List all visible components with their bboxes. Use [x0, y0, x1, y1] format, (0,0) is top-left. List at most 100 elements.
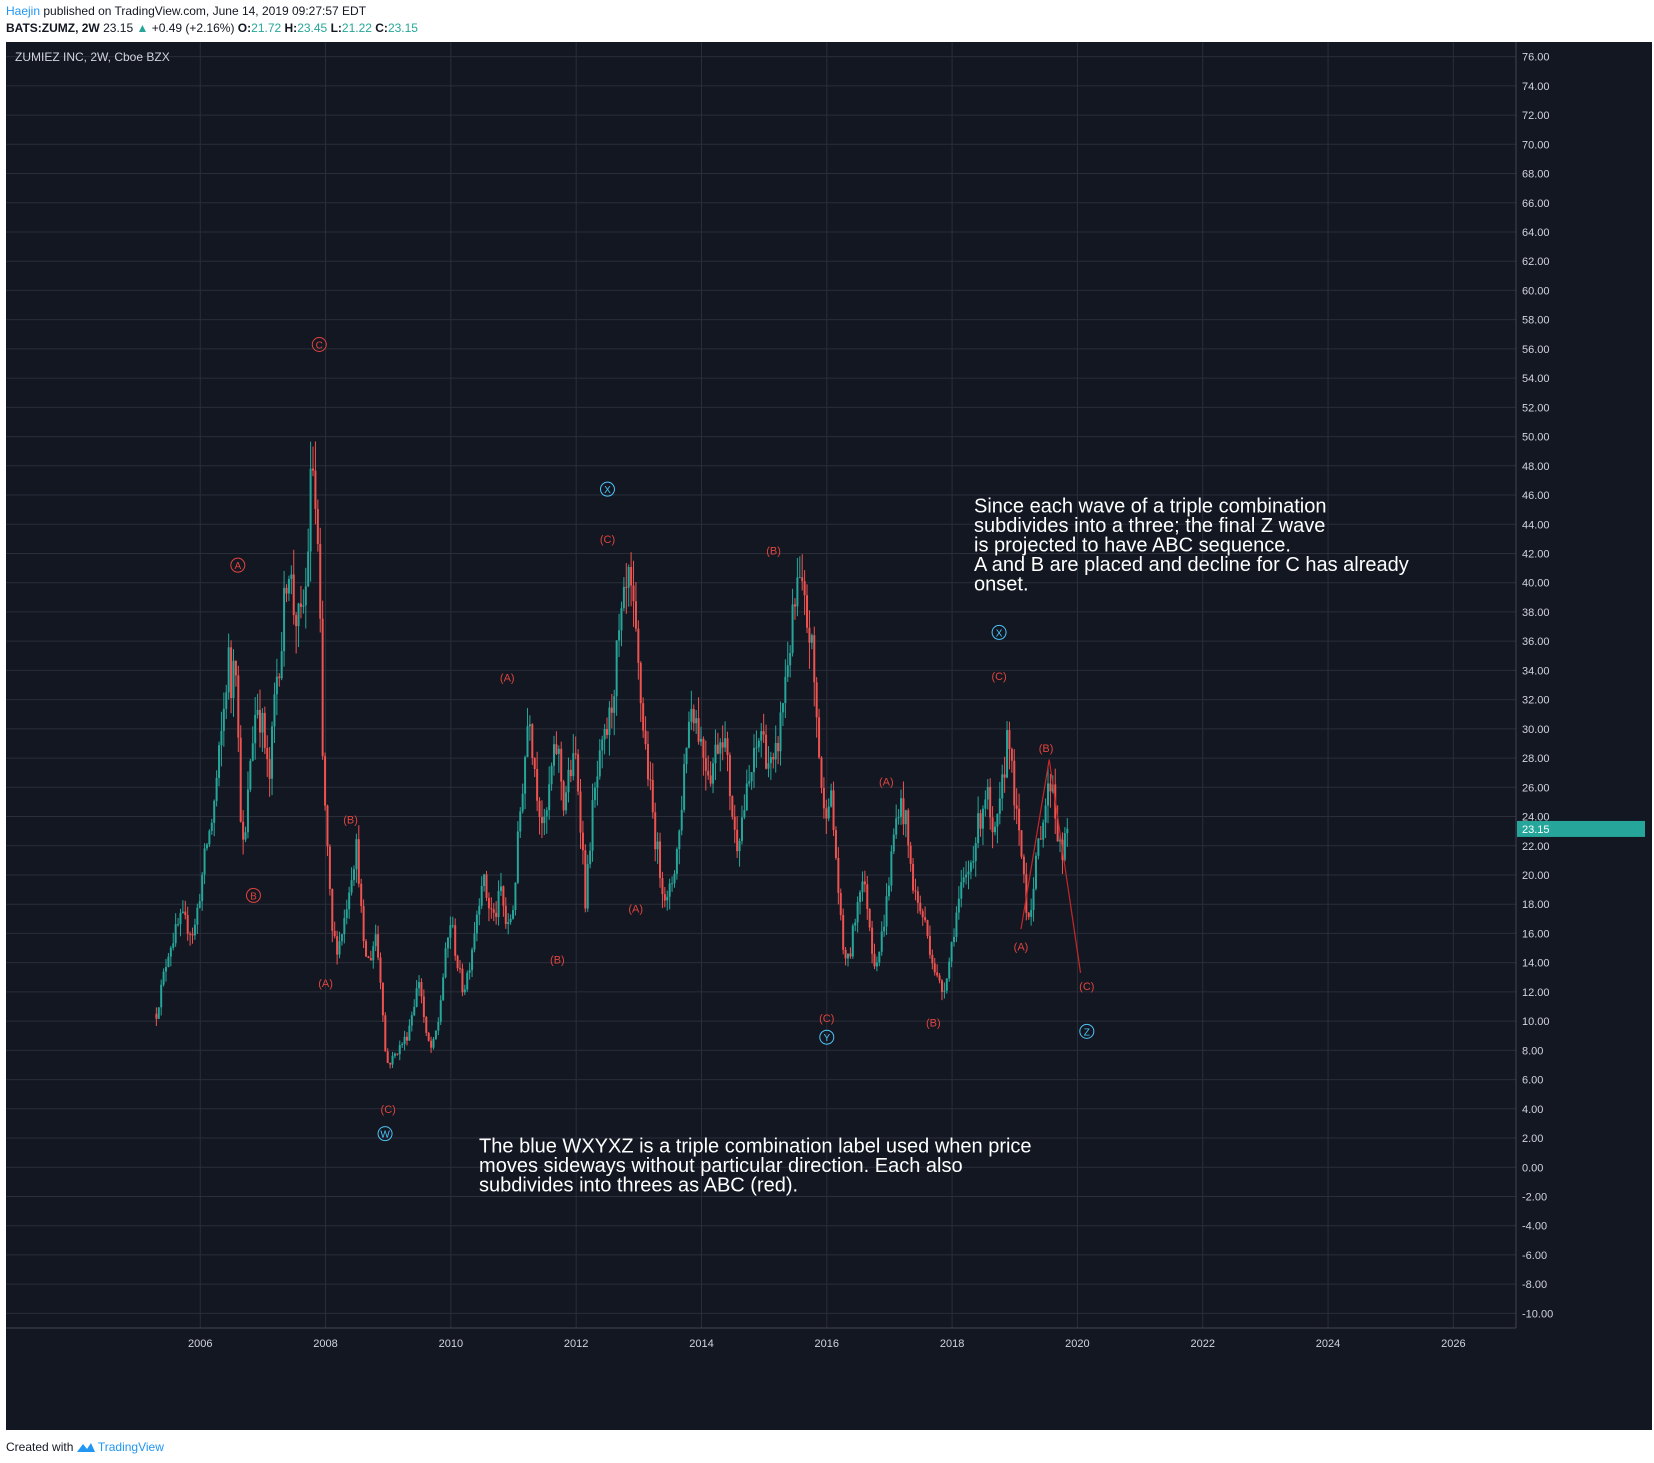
candle-body [266, 747, 269, 760]
candle-body [642, 703, 645, 731]
created-with-text: Created with [6, 1440, 74, 1454]
candle-body [550, 765, 553, 785]
y-tick-label: 74.00 [1522, 81, 1550, 93]
candle-body [704, 757, 707, 771]
candle-body [820, 757, 823, 788]
candle-body [709, 775, 712, 784]
y-tick-label: 42.00 [1522, 548, 1550, 560]
y-tick-label: 14.00 [1522, 958, 1550, 970]
candle-body [907, 810, 910, 846]
candle-body [345, 909, 348, 919]
candle-body [637, 628, 640, 663]
candle-body [434, 1030, 437, 1039]
chart-title: ZUMIEZ INC, 2W, Cboe BZX [15, 50, 170, 64]
wave-label: (A) [879, 776, 894, 788]
candlestick-chart[interactable]: C A B (B) (A) (C) W (A) (B) X (C) (A) (B) (C) Y (A) (B) X… [6, 42, 1652, 1430]
candle-body [772, 756, 775, 760]
candle-body [1006, 730, 1009, 778]
candle-body [372, 946, 375, 961]
candle-body [307, 551, 310, 587]
candle-body [189, 933, 192, 935]
candle-body [596, 776, 599, 788]
y-tick-label: 44.00 [1522, 519, 1550, 531]
annotation-line: subdivides into a three; the final Z wav… [974, 515, 1325, 537]
candle-body [603, 729, 606, 740]
y-tick-label: -8.00 [1522, 1279, 1547, 1291]
candle-body [333, 930, 336, 937]
candle-body [461, 968, 464, 993]
chart-container[interactable]: C A B (B) (A) (C) W (A) (B) X (C) (A) (B) (C) Y (A) (B) X… [6, 42, 1652, 1430]
candle-body [902, 798, 905, 825]
candle-body [193, 924, 196, 936]
x-tick-label: 2024 [1316, 1338, 1340, 1350]
candle-body [422, 996, 425, 1018]
candle-body [830, 790, 833, 807]
candle-body [1066, 828, 1069, 834]
candle-body [234, 660, 237, 676]
candle-body [779, 712, 782, 752]
candle-body [459, 968, 462, 970]
candle-body [690, 708, 693, 722]
candle-body [420, 982, 423, 997]
candle-body [613, 696, 616, 713]
x-tick-label: 2006 [188, 1338, 212, 1350]
candle-body [967, 871, 970, 875]
y-tick-label: 38.00 [1522, 607, 1550, 619]
candle-body [900, 798, 903, 818]
candle-body [413, 1006, 416, 1016]
candle-body [736, 829, 739, 852]
candle-body [909, 845, 912, 864]
candle-body [355, 839, 358, 870]
y-tick-label: 30.00 [1522, 724, 1550, 736]
projection-lines [1020, 759, 1082, 973]
candle-body [793, 604, 796, 607]
candle-body [740, 817, 743, 841]
close-label: C: [375, 21, 388, 35]
y-tick-label: -2.00 [1522, 1191, 1547, 1203]
last-price-tag-label: 23.15 [1522, 824, 1550, 836]
candle-body [803, 581, 806, 596]
y-tick-label: 8.00 [1522, 1045, 1543, 1057]
author-link[interactable]: Haejin [6, 4, 41, 18]
candle-body [381, 982, 384, 1016]
candle-body [536, 769, 539, 801]
candle-body [201, 874, 204, 902]
candle-body [1015, 805, 1018, 809]
x-tick-label: 2022 [1190, 1338, 1214, 1350]
candle-body [398, 1045, 401, 1055]
candle-body [960, 882, 963, 899]
candle-body [890, 851, 893, 886]
candle-body [519, 811, 522, 832]
wave-label: (C) [600, 534, 615, 546]
candle-body [432, 1038, 435, 1048]
tradingview-brand-link[interactable]: TradingView [97, 1440, 164, 1454]
candle-body [844, 949, 847, 959]
candle-body [244, 832, 247, 840]
candle-body [955, 912, 958, 937]
candle-body [278, 676, 281, 679]
wave-label: X [996, 628, 1003, 639]
candle-body [1020, 830, 1023, 857]
candle-body [928, 936, 931, 955]
candle-body [887, 885, 890, 897]
wave-labels: C A B (B) (A) (C) W (A) (B) X (C) (A) (B) (C) Y (A) (B) X… [230, 337, 1094, 1142]
candle-body [981, 808, 984, 829]
wave-label-ring [311, 337, 327, 353]
candle-body [360, 883, 363, 906]
candle-body [678, 830, 681, 850]
candle-body [165, 967, 168, 972]
wave-label: (B) [1039, 743, 1054, 755]
candle-body [181, 911, 184, 913]
candle-body [1034, 855, 1037, 889]
candle-body [572, 753, 575, 777]
annotation-line: subdivides into threes as ABC (red). [479, 1175, 798, 1197]
candle-body [389, 1062, 392, 1065]
candle-body [762, 731, 765, 735]
candle-body [504, 905, 507, 925]
symbol-label: BATS:ZUMZ, 2W [6, 21, 100, 35]
candle-body [914, 890, 917, 892]
candle-body [239, 737, 242, 822]
candle-body [331, 888, 334, 931]
candle-body [499, 886, 502, 892]
candle-body [965, 874, 968, 878]
